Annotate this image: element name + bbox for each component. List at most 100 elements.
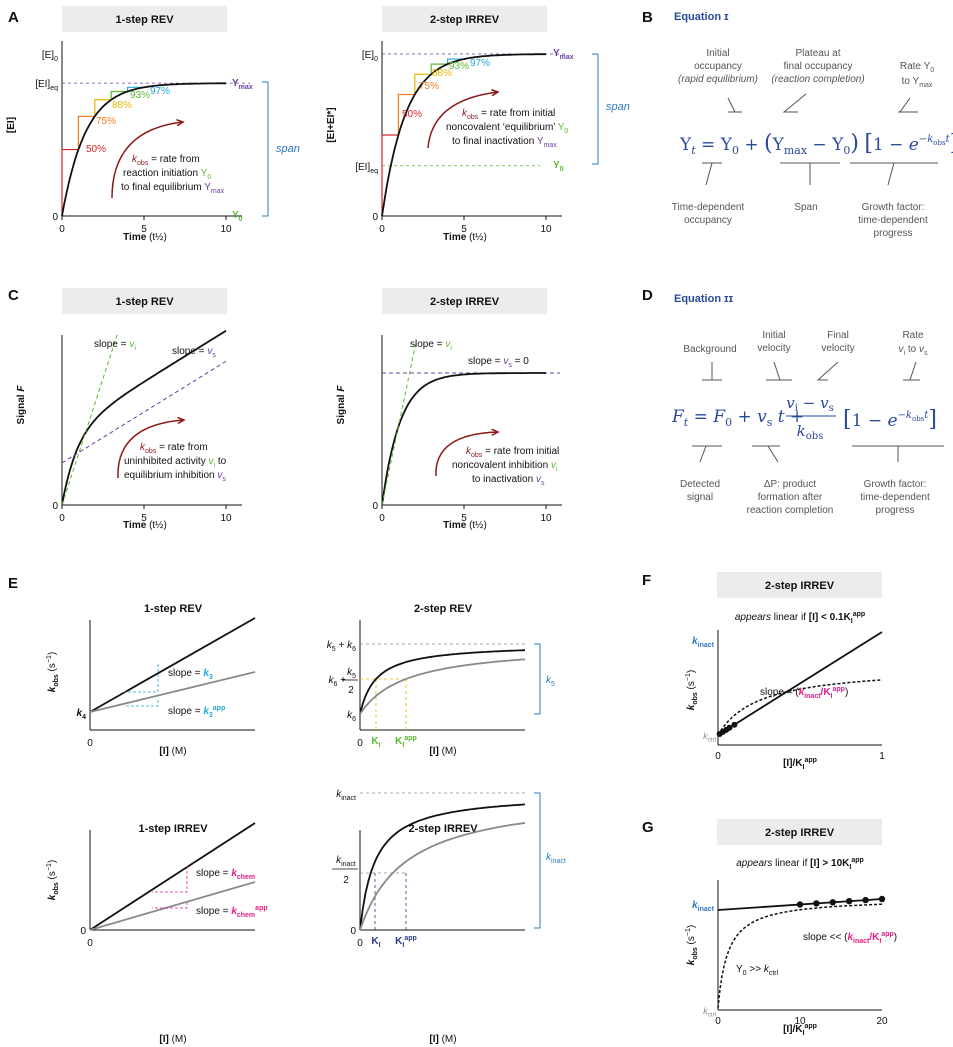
f-kctrl: kctrl (703, 731, 716, 744)
e2-ytick-mid: k6 + (328, 675, 346, 688)
a2-step-0 (381, 134, 399, 216)
e3-slope-kchem: slope = kchem (196, 868, 255, 881)
eq1-conn-2 (782, 93, 807, 113)
eq1-occupancy: occupancy (694, 61, 742, 72)
a1-xtick-label: 0 (59, 224, 65, 235)
eq2-completion: reaction completion (747, 505, 834, 516)
eq2-velocity2: velocity (821, 343, 854, 354)
c2-xlabel: Time (t½) (443, 520, 487, 531)
a2-step-2 (414, 73, 432, 95)
e2-ytick-mid-den: 2 (348, 685, 354, 696)
eq2-background: Background (683, 344, 736, 355)
eq1-title: Equation ɪ (674, 11, 729, 23)
f-point (731, 721, 738, 728)
e3-xtick-0: 0 (87, 938, 93, 949)
e3-line-kchem (89, 822, 256, 931)
c1-ann-1: kobs = rate from (140, 442, 208, 455)
a2-span-label: span (606, 101, 630, 113)
e4-xlabel: [I] (M) (429, 1034, 456, 1045)
e4-xtick-0: 0 (357, 938, 363, 949)
e3-guide-2 (152, 902, 188, 909)
g-kinact: kinact (692, 900, 715, 913)
g-point (878, 895, 886, 903)
g-point (829, 899, 836, 906)
e4-curve-ki (359, 803, 526, 931)
e4-kinact-label: kinact (546, 852, 566, 865)
a1-span-label: span (276, 143, 300, 155)
g-curve (717, 903, 883, 1009)
e1-line-k3app (89, 671, 256, 713)
eq2-velocity1: velocity (757, 343, 790, 354)
c1-xtick-label: 10 (220, 513, 232, 524)
a2-step-label-2: 88% (432, 68, 452, 79)
g-kctrl: kctrl (703, 1006, 716, 1019)
header-a1-bg (62, 6, 227, 32)
g-point (846, 898, 853, 905)
equation-2-den: kobs (797, 422, 824, 442)
panel-letter-C: C (8, 287, 19, 304)
c2-ann-3: to inactivation vs (472, 474, 545, 487)
eq1-conn-6 (850, 162, 938, 186)
e2-xlabel: [I] (M) (429, 746, 456, 757)
eq2-growth2: time-dependent (860, 492, 930, 503)
eq2-formation: formation after (758, 492, 823, 503)
g-y0: Y0 >> kctrl (736, 964, 779, 977)
a1-ylabel: [EI] (6, 117, 17, 133)
e4-bracket (534, 792, 541, 929)
a1-span-bracket (262, 81, 269, 217)
c2-arrow-head (491, 428, 500, 436)
e4-title: 2-step IRREV (408, 823, 478, 835)
e3-title: 1-step IRREV (138, 823, 208, 835)
a1-ytick-0: 0 (52, 212, 58, 223)
a2-step-3 (430, 63, 448, 75)
e3-ylabel: kobs (s−1) (46, 860, 60, 900)
c2-ann-2: noncovalent inhibition vi (452, 460, 558, 473)
a2-ymax-label: Ymax (553, 48, 574, 61)
e4-ytick-mid-num: kinact (336, 855, 356, 868)
eq2-growth: Growth factor: (864, 479, 927, 490)
a1-ytick-eieq: [EI]eq (35, 79, 58, 92)
e1-line-k3 (89, 617, 256, 713)
c1-vi-line (61, 332, 119, 506)
a1-step-1 (77, 115, 95, 150)
e4-ki: KI (371, 936, 380, 949)
header-f-bg (717, 572, 882, 598)
c2-ylabel: Signal F (336, 385, 347, 425)
e2-kiapp: KIapp (395, 735, 417, 749)
a1-y0-label: Y0 (232, 210, 243, 223)
e2-ytick-top: k5 + k6 (327, 640, 356, 653)
c2-vi-line (381, 339, 417, 506)
eq2-final: Final (827, 330, 849, 341)
panel-letter-B: B (642, 9, 653, 26)
e2-k5-label: k5 (546, 675, 555, 688)
e1-guide-2 (124, 700, 159, 707)
equation-2-bracket: [1 − e−kobst] (843, 407, 937, 432)
a1-ann-2: reaction initiation Y0 (123, 168, 211, 181)
equation-2: Ft = F0 + vs t + (671, 407, 804, 429)
c1-ylabel: Signal F (16, 385, 27, 425)
e1-title: 1-step REV (144, 603, 203, 615)
panel-letter-D: D (642, 287, 653, 304)
c1-ytick-0: 0 (52, 501, 58, 512)
a1-arrow-head (176, 118, 185, 127)
panel-letter-G: G (642, 819, 654, 836)
a1-step-3 (110, 90, 128, 100)
a1-ytick-e0: [E]0 (42, 50, 58, 63)
header-a1: 1-step REV (115, 14, 174, 26)
header-g-bg (717, 819, 882, 845)
a2-ann-1: kobs = rate from initial (462, 108, 555, 121)
g-xtick-0: 0 (715, 1016, 721, 1027)
panel-letter-A: A (8, 9, 19, 26)
g-point (796, 901, 804, 908)
e3-xlabel: [I] (M) (159, 1034, 186, 1045)
eq2-conn-1 (702, 362, 722, 381)
a2-step-label-4: 97% (470, 58, 490, 69)
eq1-conn-1 (727, 97, 742, 113)
e2-xtick-0: 0 (357, 738, 363, 749)
e2-ytick-mid-num: k5 (347, 667, 356, 680)
eq1-growth2: time-dependent (858, 215, 928, 226)
a2-step-1 (397, 93, 415, 135)
c1-slope-vs: slope = vs (172, 346, 216, 359)
g-ylabel: kobs (s−1) (685, 925, 699, 965)
